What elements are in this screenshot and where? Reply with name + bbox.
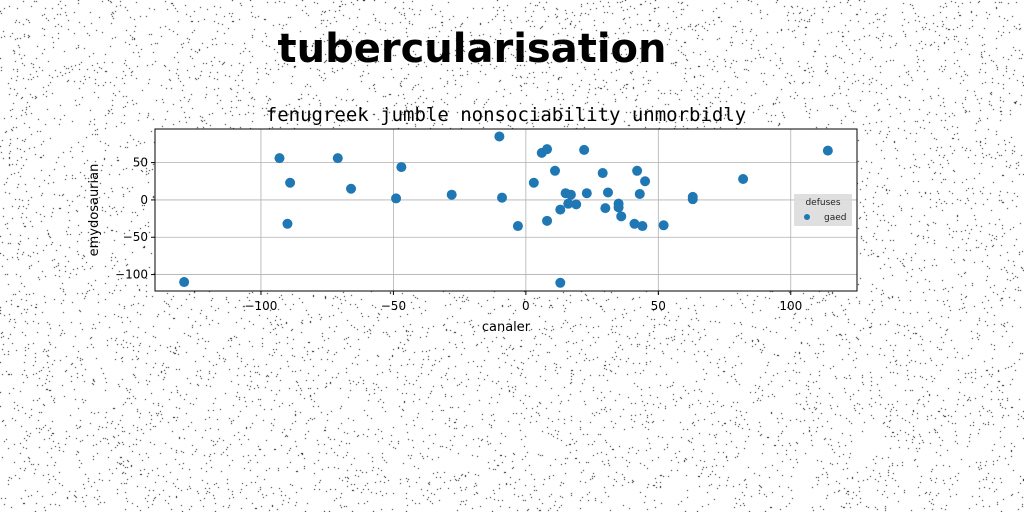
data-point — [658, 220, 669, 231]
x-tick-label: 100 — [779, 299, 802, 313]
data-point — [550, 165, 561, 176]
x-axis-ticks: −100 −50 0 50 100 — [244, 291, 802, 313]
y-tick-label: 50 — [133, 156, 148, 170]
y-tick-label: 0 — [140, 193, 148, 207]
x-tick-label: −100 — [244, 299, 277, 313]
data-point — [571, 199, 582, 210]
data-point — [634, 188, 645, 199]
data-point — [555, 277, 566, 288]
plot-title: fenugreek jumble nonsociability unmorbid… — [266, 104, 746, 126]
data-point — [600, 203, 611, 214]
legend-entry-label: gaed — [824, 213, 846, 223]
x-tick-label: 50 — [651, 299, 666, 313]
data-point — [346, 183, 357, 194]
data-point — [687, 191, 698, 202]
data-point — [494, 131, 505, 142]
data-point — [640, 176, 651, 187]
y-tick-label: −50 — [123, 230, 148, 244]
data-point — [512, 221, 523, 232]
data-point — [274, 153, 285, 164]
data-point — [528, 177, 539, 188]
legend-box — [794, 194, 852, 226]
data-point — [597, 168, 608, 179]
x-axis-label: canaler — [482, 320, 531, 335]
data-point — [613, 202, 624, 213]
data-point — [555, 204, 566, 215]
data-point — [391, 193, 402, 204]
plot-area — [155, 129, 857, 291]
data-point — [332, 153, 343, 164]
data-point — [563, 198, 574, 209]
data-point — [565, 189, 576, 200]
data-point — [581, 188, 592, 199]
y-axis-ticks: −100 −50 0 50 — [115, 156, 155, 282]
data-point — [497, 192, 508, 203]
data-point — [616, 211, 627, 222]
y-tick-label: −100 — [115, 268, 148, 282]
figure-title: tubercularisation — [277, 26, 667, 72]
data-point — [637, 221, 648, 232]
data-point — [285, 177, 296, 188]
plot-frame — [154, 128, 858, 292]
x-tick-label: 0 — [522, 299, 530, 313]
x-tick-label: −50 — [381, 299, 406, 313]
y-axis-label: emydosaurian — [87, 164, 102, 257]
legend: defuses gaed — [794, 194, 852, 226]
legend-title: defuses — [805, 198, 840, 208]
data-point — [179, 277, 190, 288]
data-point — [602, 187, 613, 198]
data-point — [542, 144, 553, 155]
data-point — [738, 174, 749, 185]
data-point — [632, 165, 643, 176]
legend-marker — [804, 214, 810, 220]
data-point — [822, 145, 833, 156]
data-point — [542, 215, 553, 226]
data-point — [446, 189, 457, 200]
data-point — [282, 218, 293, 229]
data-point — [629, 218, 640, 229]
data-point — [579, 144, 590, 155]
data-point — [396, 162, 407, 173]
data-points — [179, 131, 833, 288]
